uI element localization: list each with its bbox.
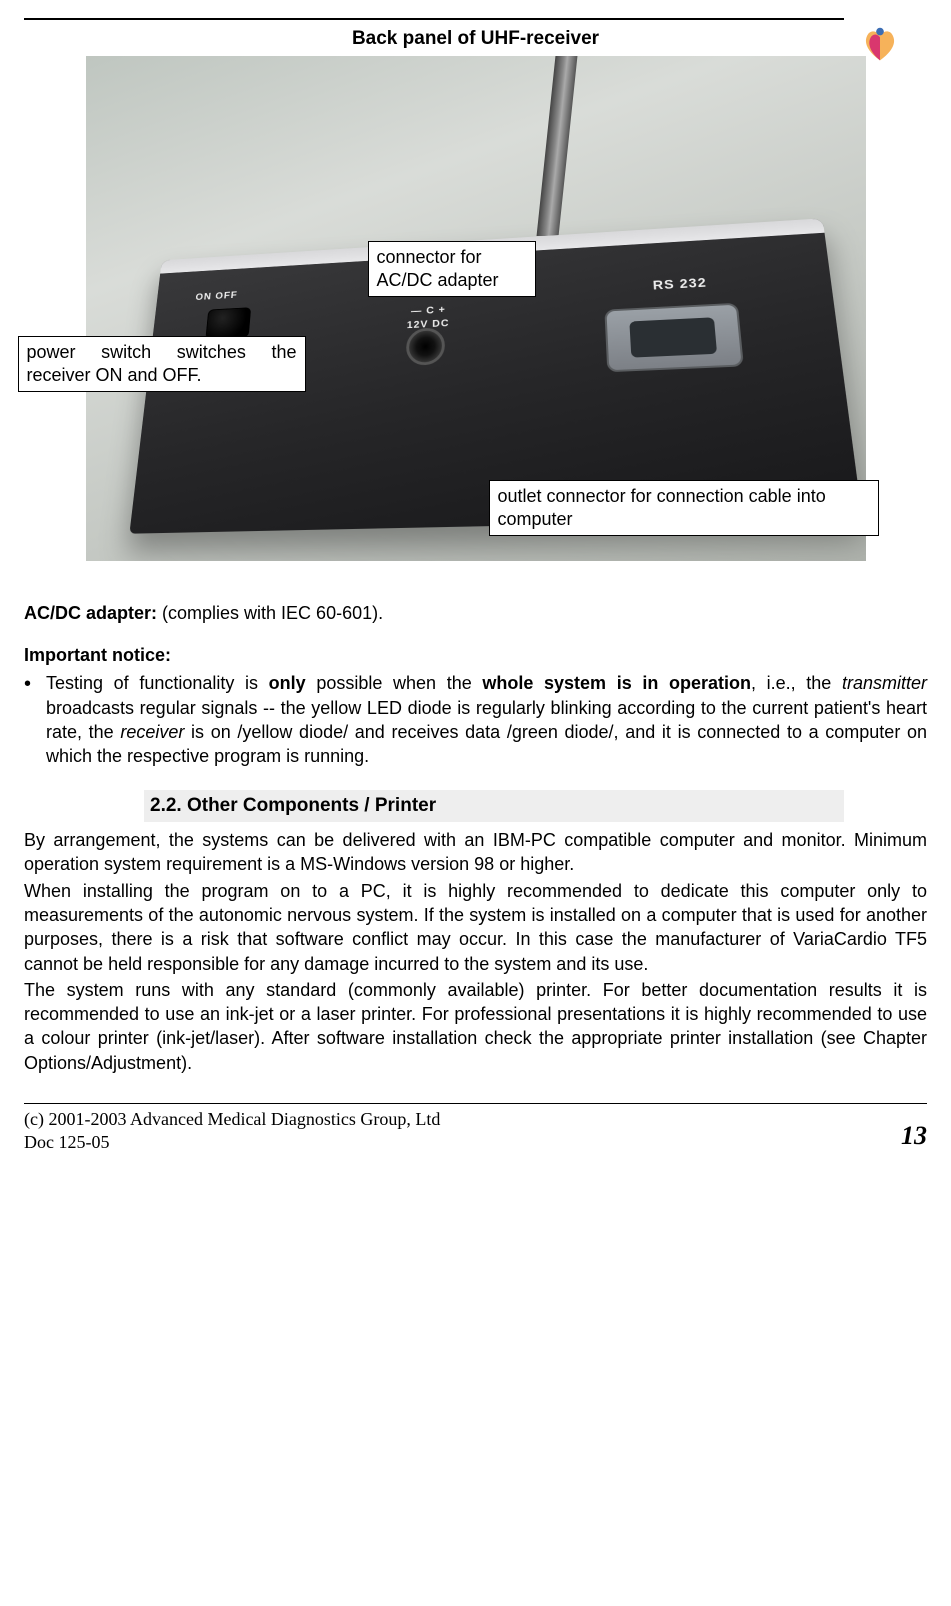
page-number: 13 [901, 1118, 927, 1153]
section-paragraph: By arrangement, the systems can be deliv… [24, 828, 927, 877]
header-rule [24, 18, 844, 20]
callout-acdc-connector: connector for AC/DC adapter [368, 241, 536, 297]
important-notice-item: Testing of functionality is only possibl… [24, 671, 927, 768]
page-footer: (c) 2001-2003 Advanced Medical Diagnosti… [24, 1108, 927, 1153]
figure-title: Back panel of UHF-receiver [24, 26, 927, 52]
footer-rule [24, 1103, 927, 1104]
section-body: By arrangement, the systems can be deliv… [24, 828, 927, 1075]
rs232-connector-icon [604, 302, 744, 371]
section-heading: 2.2. Other Components / Printer [144, 790, 844, 822]
adapter-label: AC/DC adapter: [24, 603, 157, 623]
section-paragraph: The system runs with any standard (commo… [24, 978, 927, 1075]
callout-power-switch: power switch switches the receiver ON an… [18, 336, 306, 392]
device-label-rs232: RS 232 [652, 273, 707, 293]
important-notice-heading: Important notice: [24, 643, 927, 667]
footer-doc-id: Doc 125-05 [24, 1131, 440, 1154]
footer-copyright: (c) 2001-2003 Advanced Medical Diagnosti… [24, 1108, 440, 1131]
antenna-shape [536, 56, 577, 236]
figure-container: ON OFF — C + 12V DC RS 232 connector for… [86, 56, 866, 561]
power-switch-icon [205, 307, 251, 339]
section-paragraph: When installing the program on to a PC, … [24, 879, 927, 976]
callout-outlet-connector: outlet connector for connection cable in… [489, 480, 879, 536]
dc-jack-icon [405, 327, 444, 366]
important-notice-list: Testing of functionality is only possibl… [24, 671, 927, 768]
device-label-onoff: ON OFF [194, 289, 237, 304]
adapter-line: AC/DC adapter: (complies with IEC 60-601… [24, 601, 927, 625]
adapter-text: (complies with IEC 60-601). [157, 603, 383, 623]
